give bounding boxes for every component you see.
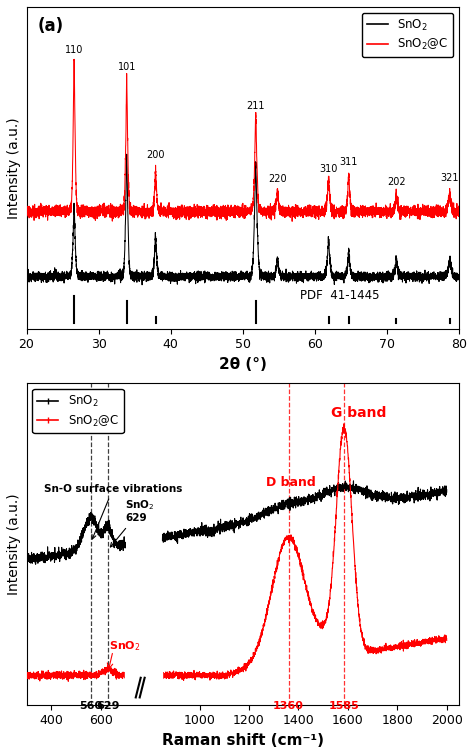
Text: 211: 211 [246,100,265,111]
Text: 202: 202 [387,177,406,187]
Legend: SnO$_2$, SnO$_2$@C: SnO$_2$, SnO$_2$@C [362,13,453,57]
Text: SnO$_2$: SnO$_2$ [109,639,141,653]
X-axis label: 2θ (°): 2θ (°) [219,357,267,372]
Text: 1585: 1585 [329,701,359,711]
Text: 321: 321 [440,173,459,183]
Text: 310: 310 [319,165,338,174]
X-axis label: Raman shift (cm⁻¹): Raman shift (cm⁻¹) [162,733,324,748]
Text: Sn-O surface vibrations: Sn-O surface vibrations [44,484,182,539]
Text: D band: D band [266,476,316,488]
Text: 110: 110 [65,45,83,55]
Text: 629: 629 [96,701,119,711]
Text: 1360: 1360 [273,701,304,711]
Text: 560: 560 [79,701,102,711]
Text: (b): (b) [37,393,64,411]
Text: G band: G band [330,406,386,420]
Text: SnO$_2$
629: SnO$_2$ 629 [110,498,155,547]
Text: PDF  41-1445: PDF 41-1445 [301,288,380,302]
Text: (a): (a) [37,17,64,35]
Text: 101: 101 [118,62,136,72]
Legend: SnO$_2$, SnO$_2$@C: SnO$_2$, SnO$_2$@C [32,389,124,433]
Y-axis label: Intensity (a.u.): Intensity (a.u.) [7,493,21,595]
Text: 311: 311 [339,158,358,168]
Text: 220: 220 [268,174,287,184]
Text: 200: 200 [146,149,165,160]
Y-axis label: Intensity (a.u.): Intensity (a.u.) [7,117,21,219]
